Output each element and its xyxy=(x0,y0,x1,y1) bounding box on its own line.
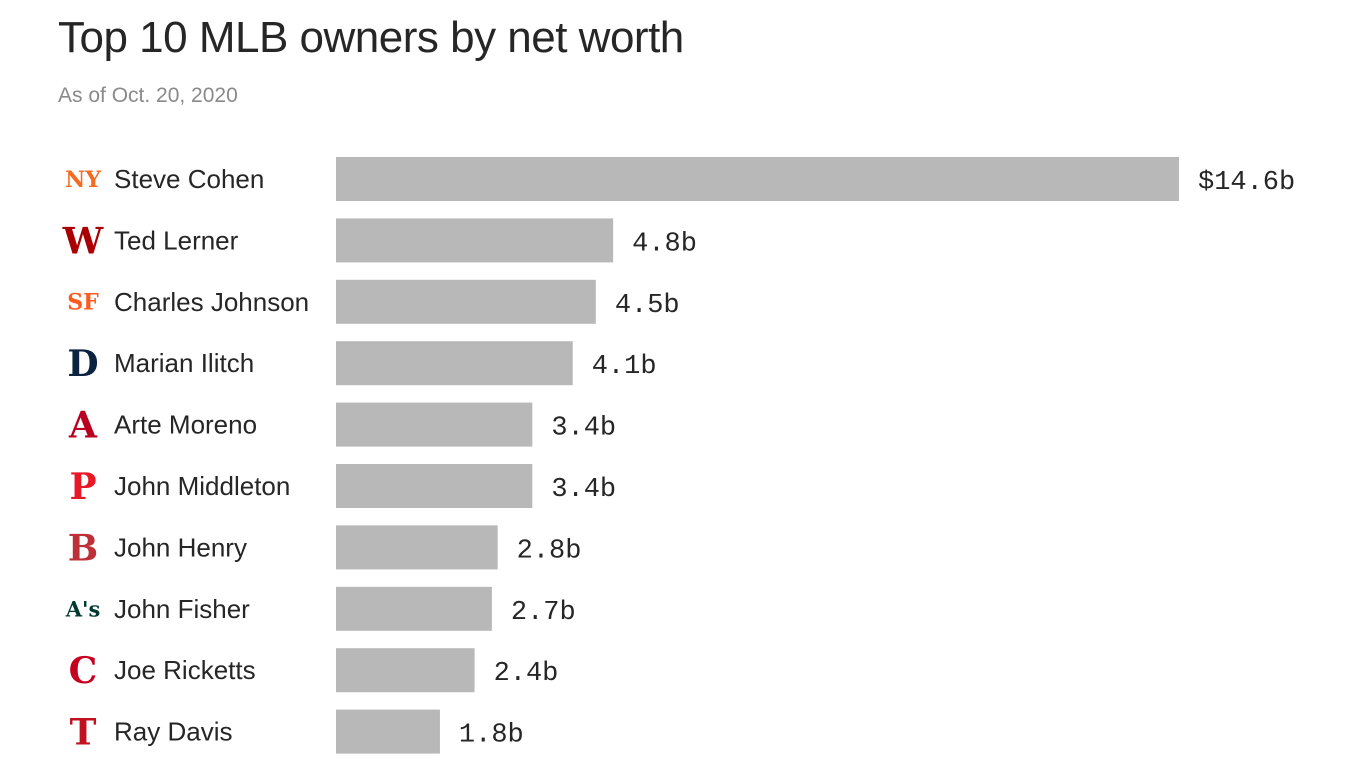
rangers-logo-icon: T xyxy=(70,712,97,754)
row-label: John Middleton xyxy=(114,471,290,501)
nationals-logo-icon: W xyxy=(62,220,104,262)
bar xyxy=(336,279,596,324)
giants-logo-icon: SF xyxy=(67,290,99,316)
value-label: 3.4b xyxy=(551,475,616,505)
value-label: 4.8b xyxy=(632,229,697,259)
bar-row: D Marian Ilitch 4.1b xyxy=(67,341,657,386)
tigers-logo-icon: D xyxy=(67,343,98,385)
bar xyxy=(336,218,614,263)
row-label: Ray Davis xyxy=(114,717,232,747)
reds-logo-icon: C xyxy=(69,650,98,692)
row-label: Joe Ricketts xyxy=(114,655,256,685)
red-sox-logo-icon: B xyxy=(68,527,98,569)
giants-logo-icon-glyph: SF xyxy=(67,290,99,316)
red-sox-logo-icon-glyph: B xyxy=(68,527,98,569)
bar-row: A Arte Moreno 3.4b xyxy=(68,402,616,447)
row-label: Charles Johnson xyxy=(114,287,309,317)
row-label: Arte Moreno xyxy=(114,410,257,440)
angels-logo-icon: A xyxy=(68,405,98,447)
bar-row: C Joe Ricketts 2.4b xyxy=(69,648,559,693)
bar xyxy=(336,586,492,631)
bar-row: P John Middleton 3.4b xyxy=(69,464,616,508)
row-label: Ted Lerner xyxy=(114,225,239,255)
athletics-logo-icon-glyph: A's xyxy=(65,596,101,621)
value-label: 3.4b xyxy=(551,414,616,444)
bar xyxy=(336,709,440,754)
value-label: 4.1b xyxy=(592,352,657,382)
mets-logo-icon: NY xyxy=(65,167,101,193)
mets-logo-icon-glyph: NY xyxy=(65,167,101,193)
value-label: 2.4b xyxy=(494,659,559,689)
bar-row: SF Charles Johnson 4.5b xyxy=(67,279,680,324)
bar-row: A's John Fisher 2.7b xyxy=(65,586,576,631)
tigers-logo-icon-glyph: D xyxy=(67,343,98,385)
chart-title: Top 10 MLB owners by net worth xyxy=(58,13,684,62)
row-label: Steve Cohen xyxy=(114,164,264,194)
athletics-logo-icon: A's xyxy=(65,596,101,621)
bar-row: B John Henry 2.8b xyxy=(68,525,582,570)
bar-row: W Ted Lerner 4.8b xyxy=(62,218,697,263)
value-label: 4.5b xyxy=(615,291,680,321)
row-label: John Fisher xyxy=(114,594,250,624)
row-label: Marian Ilitch xyxy=(114,348,254,378)
bar xyxy=(336,157,1179,201)
phillies-logo-icon: P xyxy=(69,466,96,508)
value-label: 1.8b xyxy=(459,721,524,751)
reds-logo-icon-glyph: C xyxy=(69,650,98,692)
nationals-logo-icon-glyph: W xyxy=(62,220,104,262)
bar xyxy=(336,402,533,447)
value-label: 2.8b xyxy=(517,536,582,566)
bar-row: NY Steve Cohen $14.6b xyxy=(65,157,1295,201)
bar xyxy=(336,464,533,508)
phillies-logo-icon-glyph: P xyxy=(69,466,96,508)
bar-row: T Ray Davis 1.8b xyxy=(70,709,524,754)
bar xyxy=(336,648,475,693)
value-label: $14.6b xyxy=(1198,168,1295,198)
value-label: 2.7b xyxy=(511,598,576,628)
row-label: John Henry xyxy=(114,532,247,562)
angels-logo-icon-glyph: A xyxy=(68,405,98,447)
rangers-logo-icon-glyph: T xyxy=(70,712,97,754)
chart-subtitle: As of Oct. 20, 2020 xyxy=(58,84,238,107)
bar xyxy=(336,341,573,386)
bar xyxy=(336,525,498,570)
